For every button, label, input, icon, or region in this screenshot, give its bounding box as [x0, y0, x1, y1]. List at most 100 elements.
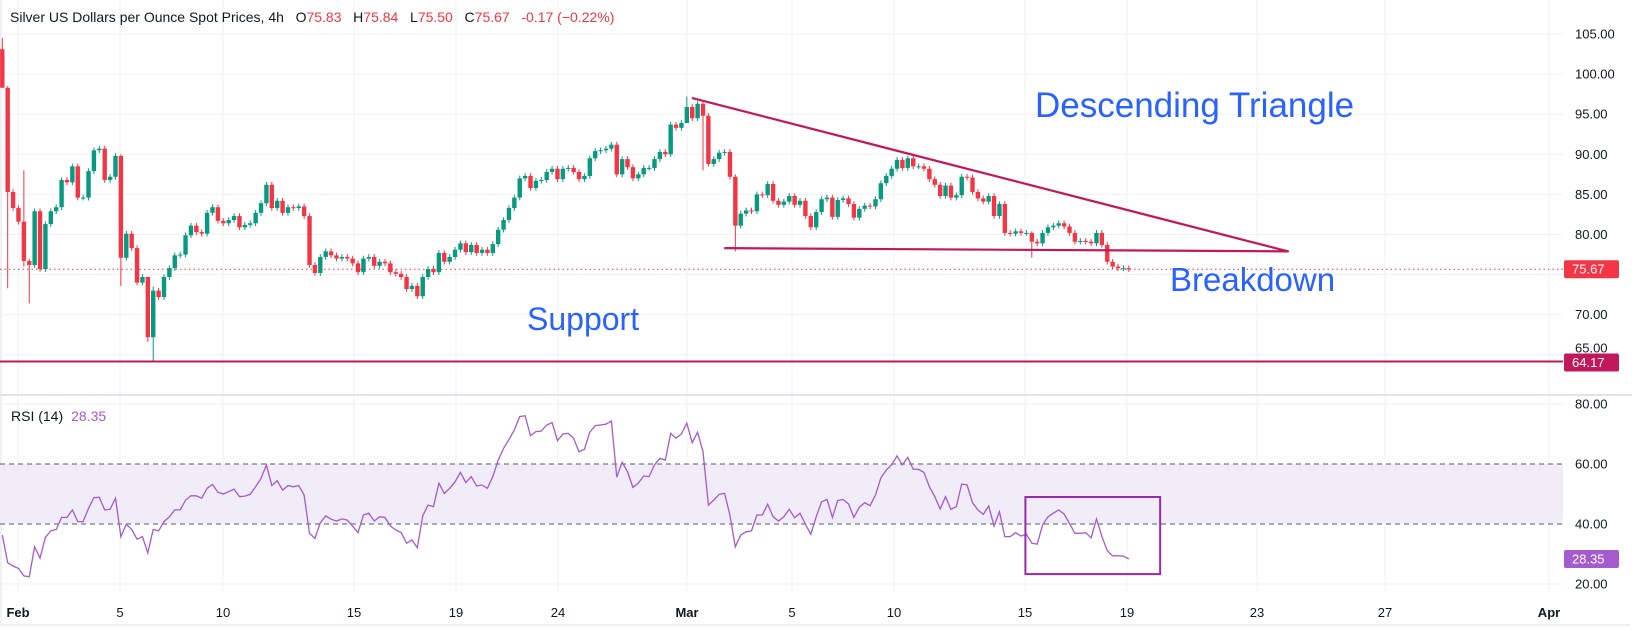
candle-body[interactable] — [797, 200, 803, 205]
candle-body[interactable] — [733, 176, 738, 226]
candle-body[interactable] — [226, 220, 231, 224]
candle-body[interactable] — [183, 235, 188, 255]
candle-body[interactable] — [107, 176, 113, 180]
candle-body[interactable] — [431, 268, 436, 273]
annotation-breakdown[interactable]: Breakdown — [1170, 261, 1336, 298]
candle-body[interactable] — [393, 272, 398, 274]
candle-body[interactable] — [1061, 223, 1067, 227]
candle-body[interactable] — [663, 151, 668, 155]
rsi-highlight-box[interactable] — [1024, 496, 1162, 576]
candle-body[interactable] — [1121, 268, 1126, 270]
candle-body[interactable] — [878, 183, 884, 200]
candle-body[interactable] — [846, 198, 851, 205]
candle-body[interactable] — [593, 151, 598, 159]
candle-body[interactable] — [285, 207, 291, 213]
candle-body[interactable] — [291, 207, 296, 209]
candle-body[interactable] — [350, 258, 355, 264]
candle-body[interactable] — [21, 221, 27, 261]
candle-body[interactable] — [258, 203, 264, 213]
candle-body[interactable] — [151, 290, 156, 338]
candle-body[interactable] — [404, 277, 409, 290]
candle-body[interactable] — [873, 199, 878, 207]
candle-body[interactable] — [808, 216, 813, 228]
candle-body[interactable] — [582, 175, 587, 180]
candle-body[interactable] — [1051, 225, 1056, 228]
candle-body[interactable] — [517, 178, 522, 198]
candle-body[interactable] — [1099, 232, 1105, 245]
candle-body[interactable] — [1110, 261, 1115, 267]
candle-body[interactable] — [711, 159, 716, 164]
candle-body[interactable] — [32, 211, 37, 265]
candle-body[interactable] — [436, 252, 442, 273]
candle-body[interactable] — [781, 201, 787, 205]
candle-body[interactable] — [301, 206, 307, 217]
candle-body[interactable] — [463, 243, 469, 253]
candle-body[interactable] — [323, 251, 328, 257]
candle-body[interactable] — [118, 155, 124, 258]
candle-body[interactable] — [700, 103, 706, 116]
candle-body[interactable] — [485, 249, 490, 253]
candle-body[interactable] — [409, 285, 415, 290]
candle-body[interactable] — [889, 168, 894, 176]
candle-body[interactable] — [754, 194, 760, 212]
candle-body[interactable] — [140, 277, 145, 283]
candle-body[interactable] — [215, 207, 221, 221]
candle-body[interactable] — [1088, 241, 1094, 244]
candle-body[interactable] — [398, 273, 404, 278]
candle-body[interactable] — [506, 208, 512, 221]
candle-body[interactable] — [1105, 244, 1110, 262]
candle-body[interactable] — [1034, 241, 1040, 244]
candle-body[interactable] — [452, 249, 458, 257]
candle-body[interactable] — [129, 233, 134, 249]
candle-body[interactable] — [425, 268, 431, 278]
candle-body[interactable] — [840, 198, 846, 201]
candle-body[interactable] — [743, 210, 749, 214]
candle-body[interactable] — [619, 159, 625, 175]
candle-body[interactable] — [280, 200, 285, 213]
candle-body[interactable] — [722, 151, 727, 153]
candle-body[interactable] — [495, 229, 501, 245]
candle-body[interactable] — [981, 198, 986, 202]
candle-body[interactable] — [819, 199, 824, 213]
candle-body[interactable] — [598, 150, 603, 152]
candle-body[interactable] — [975, 191, 981, 199]
candle-body[interactable] — [1072, 232, 1078, 242]
candle-body[interactable] — [328, 251, 334, 256]
candle-body[interactable] — [760, 194, 765, 196]
candle-body[interactable] — [253, 212, 258, 224]
candle-body[interactable] — [1115, 266, 1121, 269]
candle-body[interactable] — [587, 158, 593, 176]
candle-body[interactable] — [64, 179, 70, 183]
candle-body[interactable] — [770, 183, 776, 201]
candle-body[interactable] — [177, 254, 183, 256]
candle-body[interactable] — [0, 49, 5, 88]
candle-body[interactable] — [533, 180, 539, 188]
candle-body[interactable] — [1078, 240, 1083, 242]
candle-body[interactable] — [862, 205, 867, 209]
candle-body[interactable] — [242, 224, 248, 228]
candle-body[interactable] — [884, 175, 889, 184]
candle-body[interactable] — [776, 200, 781, 205]
candle-body[interactable] — [787, 196, 792, 202]
candle-body[interactable] — [727, 151, 733, 177]
candle-body[interactable] — [113, 155, 118, 177]
candle-body[interactable] — [48, 211, 54, 225]
candle-body[interactable] — [339, 256, 345, 259]
candle-body[interactable] — [673, 124, 679, 128]
candle-body[interactable] — [145, 277, 151, 338]
trendline-upper[interactable] — [691, 97, 1289, 253]
candle-body[interactable] — [830, 197, 835, 217]
candle-body[interactable] — [124, 233, 129, 258]
candle-body[interactable] — [560, 168, 566, 180]
candle-body[interactable] — [1045, 227, 1051, 233]
candle-body[interactable] — [156, 290, 161, 298]
candle-body[interactable] — [27, 260, 32, 265]
candle-body[interactable] — [361, 258, 366, 273]
candle-body[interactable] — [911, 158, 916, 167]
candle-body[interactable] — [264, 184, 269, 204]
candle-body[interactable] — [679, 123, 684, 128]
candle-body[interactable] — [355, 263, 361, 273]
candle-body[interactable] — [102, 148, 107, 180]
candle-body[interactable] — [970, 177, 975, 192]
